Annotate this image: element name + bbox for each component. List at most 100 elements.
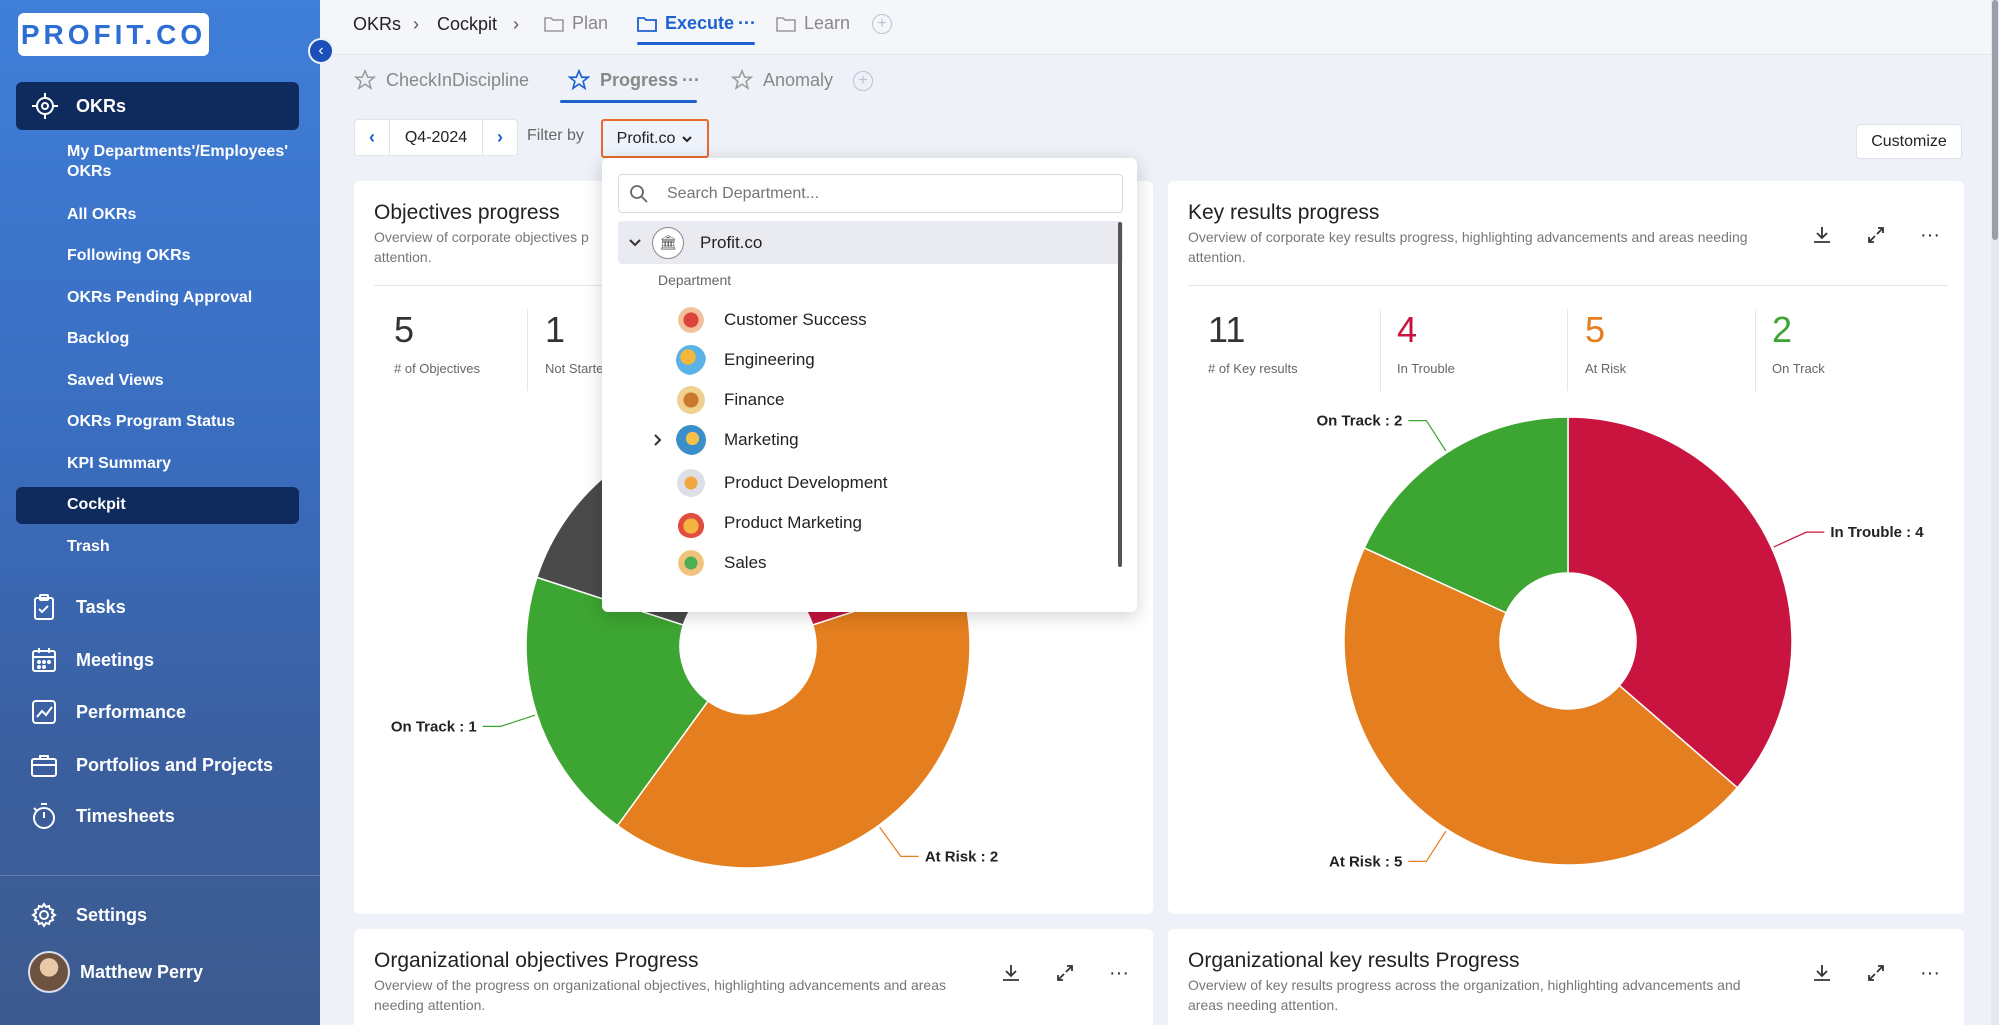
previous-quarter-icon[interactable]: ‹	[369, 127, 375, 147]
quarter-selector: ‹ Q4-2024 ›	[354, 119, 518, 156]
sidebar-item-saved-views[interactable]: Saved Views	[67, 372, 164, 389]
department-search-input[interactable]	[667, 184, 1087, 203]
dropdown-root-item[interactable]: 🏛 Profit.co	[618, 221, 1123, 264]
department-item[interactable]: Finance	[676, 385, 784, 415]
stat-on-track: 2 On Track	[1772, 309, 1825, 376]
expand-icon[interactable]	[1860, 957, 1892, 989]
stat-value: 5	[394, 309, 415, 350]
sidebar-item-timesheets[interactable]: Timesheets	[30, 802, 175, 830]
breadcrumb-okrs[interactable]: OKRs	[353, 14, 402, 34]
download-icon[interactable]	[995, 957, 1027, 989]
chevron-down-icon[interactable]	[628, 238, 642, 248]
sidebar-item-performance[interactable]: Performance	[30, 698, 186, 726]
download-icon[interactable]	[1806, 219, 1838, 251]
card-actions: ···	[1806, 957, 1946, 989]
pie-slice-at-risk[interactable]	[1343, 546, 1739, 866]
more-icon[interactable]: ···	[738, 13, 757, 33]
department-item[interactable]: Engineering	[676, 345, 815, 375]
card-title: Organizational key results Progress	[1188, 949, 1520, 972]
card-description-line: Overview of the progress on organization…	[374, 977, 947, 993]
tab-learn[interactable]: Learn	[776, 13, 850, 34]
department-filter-button[interactable]: Profit.co	[601, 119, 709, 158]
pie-label-connector	[1773, 531, 1825, 548]
more-icon[interactable]: ···	[682, 69, 701, 90]
tab-active-indicator	[637, 42, 755, 45]
sidebar-item-cockpit[interactable]: Cockpit	[67, 496, 126, 513]
card-description-line: Overview of corporate key results progre…	[1188, 229, 1748, 245]
card-description-line: needing attention.	[374, 997, 486, 1013]
page-scrollbar[interactable]	[1991, 0, 1999, 1025]
add-tab-icon[interactable]: +	[872, 14, 892, 34]
subtab-anomaly-label: Anomaly	[763, 69, 834, 90]
sidebar-tasks-label: Tasks	[76, 596, 126, 617]
sidebar-item-portfolios[interactable]: Portfolios and Projects	[30, 751, 273, 779]
breadcrumb-separator-icon: ›	[513, 14, 519, 34]
more-icon[interactable]: ···	[1920, 961, 1940, 984]
star-icon	[731, 69, 753, 90]
quarter-value[interactable]: Q4-2024	[389, 120, 483, 155]
folder-icon	[776, 16, 796, 32]
expand-icon[interactable]	[1860, 219, 1892, 251]
page-scrollbar-thumb[interactable]	[1992, 0, 1998, 240]
pie-slice-in-trouble[interactable]	[1567, 416, 1793, 789]
expand-icon[interactable]	[1049, 957, 1081, 989]
subtab-progress-label: Progress	[600, 69, 679, 90]
tab-learn-label: Learn	[804, 13, 851, 33]
key-results-progress-card: Key results progress Overview of corpora…	[1168, 181, 1964, 914]
gear-icon	[31, 902, 57, 928]
sidebar-performance-label: Performance	[76, 701, 187, 722]
sidebar-item-following-okrs[interactable]: Following OKRs	[67, 247, 191, 264]
department-item[interactable]: Product Marketing	[676, 508, 862, 538]
department-item[interactable]: Product Development	[676, 468, 887, 498]
sidebar-item-my-departments[interactable]: My Departments'/Employees' OKRs	[67, 143, 289, 180]
pie-label-at-risk: At Risk : 5	[1329, 853, 1402, 870]
subtab-progress[interactable]: Progress ···	[568, 69, 700, 91]
clipboard-icon	[34, 594, 54, 620]
sidebar-item-tasks[interactable]: Tasks	[30, 593, 126, 621]
department-item[interactable]: Sales	[676, 548, 767, 578]
more-icon[interactable]: ···	[1920, 223, 1940, 246]
sidebar-item-pending-approval[interactable]: OKRs Pending Approval	[67, 289, 253, 306]
department-search[interactable]	[618, 174, 1123, 213]
dropdown-scrollbar[interactable]	[1118, 222, 1122, 567]
user-profile[interactable]: Matthew Perry	[28, 951, 203, 993]
sidebar-item-settings[interactable]: Settings	[30, 901, 147, 929]
department-item[interactable]: Marketing	[652, 425, 799, 455]
department-icon	[676, 548, 706, 578]
sidebar-item-backlog[interactable]: Backlog	[67, 330, 130, 347]
stat-value: 2	[1772, 309, 1793, 350]
sidebar-portfolios-label: Portfolios and Projects	[76, 754, 274, 775]
dropdown-root-label: Profit.co	[700, 232, 763, 252]
pie-label-connector	[1408, 419, 1447, 452]
sidebar-timesheets-label: Timesheets	[76, 805, 175, 826]
tab-plan[interactable]: Plan	[544, 13, 608, 34]
subtab-checkindiscipline[interactable]: CheckInDiscipline	[354, 69, 529, 91]
sidebar-item-program-status[interactable]: OKRs Program Status	[67, 413, 236, 430]
user-name: Matthew Perry	[80, 961, 204, 982]
sidebar-item-kpi-summary[interactable]: KPI Summary	[67, 455, 172, 472]
collapse-sidebar-button[interactable]: ‹	[308, 38, 334, 64]
pie-label-connector	[482, 714, 536, 727]
card-actions: ···	[995, 957, 1135, 989]
subtab-anomaly[interactable]: Anomaly	[731, 69, 833, 91]
chevron-right-icon[interactable]	[652, 433, 664, 447]
sidebar-item-meetings[interactable]: Meetings	[30, 646, 154, 674]
pie-slice-on-track[interactable]	[1363, 416, 1569, 614]
org-key-results-progress-card: Organizational key results Progress Over…	[1168, 929, 1964, 1025]
sidebar-section-okrs[interactable]: OKRs	[16, 82, 299, 130]
next-quarter-icon[interactable]: ›	[497, 127, 503, 147]
pie-slice-on-track[interactable]	[525, 576, 710, 827]
profitco-logo[interactable]: PROFIT.CO	[18, 13, 209, 56]
stat-label: Not Starte	[545, 361, 604, 376]
department-item[interactable]: Customer Success	[676, 305, 867, 335]
tab-execute[interactable]: Execute ···	[637, 13, 756, 34]
customize-button[interactable]: Customize	[1856, 124, 1962, 159]
breadcrumb-cockpit[interactable]: Cockpit	[437, 14, 498, 34]
add-subtab-icon[interactable]: +	[853, 71, 873, 91]
more-icon[interactable]: ···	[1109, 961, 1129, 984]
department-icon	[676, 385, 706, 415]
download-icon[interactable]	[1806, 957, 1838, 989]
sidebar-item-all-okrs[interactable]: All OKRs	[67, 206, 137, 223]
pie-slice-at-risk[interactable]	[616, 576, 971, 869]
sidebar-item-trash[interactable]: Trash	[67, 538, 110, 555]
